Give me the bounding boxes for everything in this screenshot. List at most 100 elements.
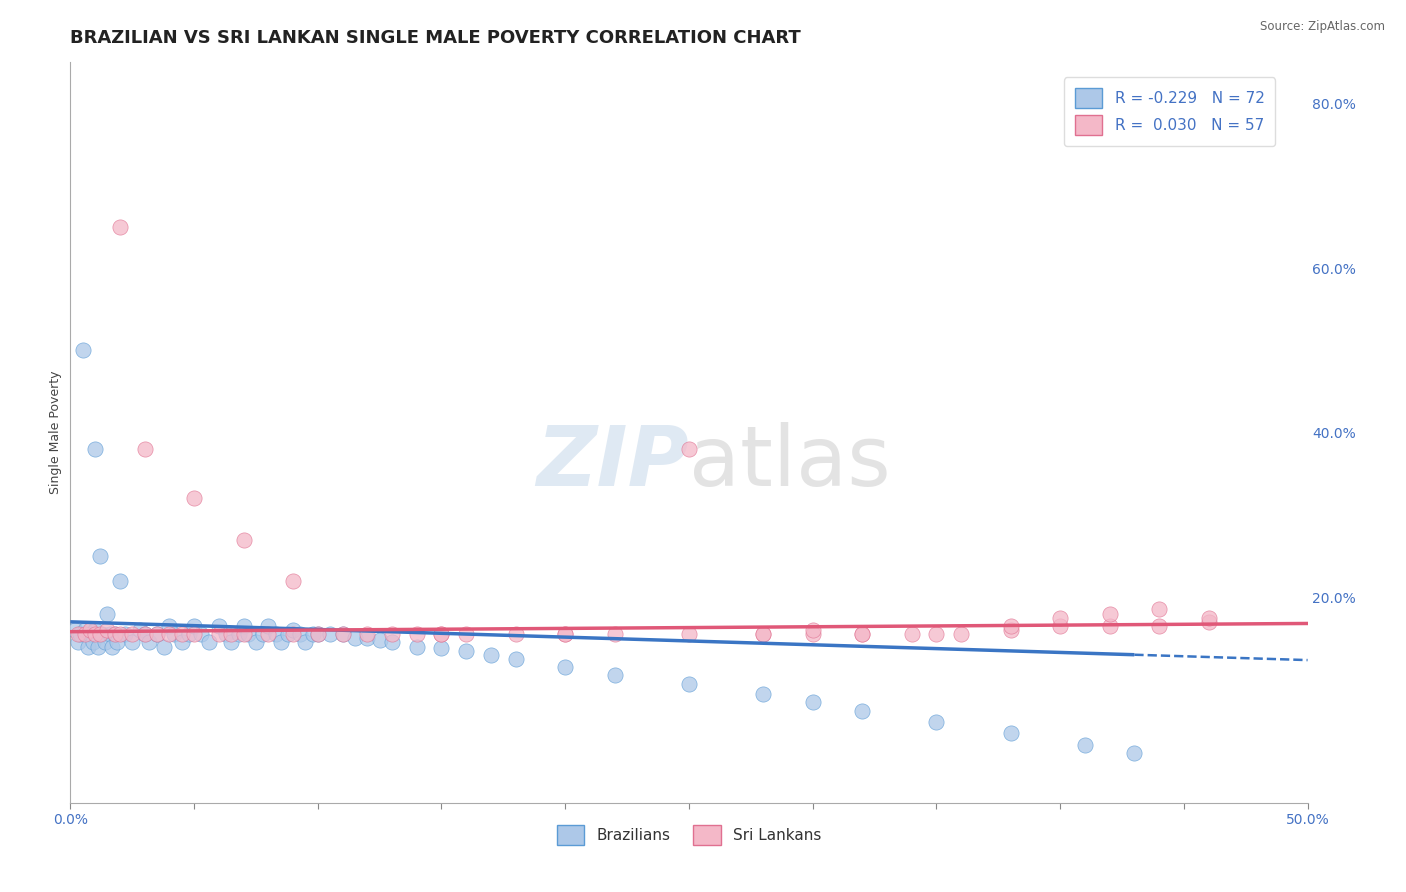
Legend: Brazilians, Sri Lankans: Brazilians, Sri Lankans <box>551 819 827 851</box>
Point <box>238 627 260 641</box>
Point <box>101 640 124 654</box>
Point <box>232 619 254 633</box>
Point <box>678 627 700 641</box>
Point <box>277 627 299 641</box>
Point <box>456 627 478 641</box>
Point <box>752 627 775 641</box>
Point <box>65 623 87 637</box>
Point <box>281 574 304 588</box>
Point <box>290 627 312 641</box>
Point <box>1147 602 1170 616</box>
Point <box>430 627 453 641</box>
Point <box>678 676 700 690</box>
Point <box>801 627 824 641</box>
Point <box>232 627 254 641</box>
Point <box>356 627 378 641</box>
Point <box>925 715 948 730</box>
Text: ZIP: ZIP <box>536 422 689 503</box>
Point <box>94 635 117 649</box>
Point <box>264 627 287 641</box>
Point <box>183 627 205 641</box>
Point <box>208 627 231 641</box>
Point <box>190 627 212 641</box>
Point <box>294 635 316 649</box>
Point <box>603 627 626 641</box>
Point <box>157 619 180 633</box>
Point <box>134 442 156 456</box>
Point <box>146 627 169 641</box>
Point <box>301 627 323 641</box>
Point <box>170 635 193 649</box>
Point <box>198 635 221 649</box>
Point <box>343 632 366 646</box>
Text: Source: ZipAtlas.com: Source: ZipAtlas.com <box>1260 20 1385 33</box>
Point <box>603 668 626 682</box>
Point <box>752 627 775 641</box>
Point <box>104 627 127 641</box>
Point <box>1198 615 1220 629</box>
Point <box>134 627 156 641</box>
Point <box>801 623 824 637</box>
Point <box>1098 619 1121 633</box>
Point <box>96 623 118 637</box>
Point <box>752 687 775 701</box>
Point <box>75 627 97 641</box>
Point <box>900 627 922 641</box>
Point <box>319 627 342 641</box>
Point <box>368 632 391 647</box>
Point <box>98 627 121 641</box>
Point <box>252 627 274 641</box>
Point <box>554 660 576 674</box>
Point <box>157 627 180 641</box>
Point <box>1147 619 1170 633</box>
Point <box>108 574 131 588</box>
Point <box>505 627 527 641</box>
Point <box>950 627 973 641</box>
Point <box>91 627 114 641</box>
Point <box>114 627 136 641</box>
Point <box>801 695 824 709</box>
Point <box>1049 610 1071 624</box>
Point <box>381 627 404 641</box>
Point <box>257 627 280 641</box>
Point <box>332 627 354 641</box>
Point <box>183 619 205 633</box>
Point <box>72 343 94 358</box>
Point <box>108 627 131 641</box>
Point <box>479 648 502 662</box>
Point <box>307 627 329 641</box>
Point <box>86 640 108 654</box>
Point <box>257 619 280 633</box>
Point <box>76 640 98 654</box>
Point <box>232 533 254 547</box>
Point <box>1098 607 1121 621</box>
Point <box>75 623 97 637</box>
Point <box>219 635 242 649</box>
Point <box>208 619 231 633</box>
Point <box>146 627 169 641</box>
Point <box>430 627 453 641</box>
Point <box>134 627 156 641</box>
Point <box>183 491 205 506</box>
Point <box>79 627 101 641</box>
Point <box>925 627 948 641</box>
Point <box>554 627 576 641</box>
Point <box>307 627 329 641</box>
Point <box>84 627 107 641</box>
Point <box>108 219 131 234</box>
Point <box>505 652 527 666</box>
Point <box>332 627 354 641</box>
Point <box>430 641 453 656</box>
Point <box>96 607 118 621</box>
Point <box>851 627 873 641</box>
Point <box>678 442 700 456</box>
Point <box>66 627 89 641</box>
Point <box>851 704 873 718</box>
Point <box>1049 619 1071 633</box>
Point <box>84 623 107 637</box>
Point <box>405 640 427 654</box>
Point <box>128 623 150 637</box>
Point <box>381 635 404 649</box>
Point <box>170 627 193 641</box>
Point <box>1000 726 1022 740</box>
